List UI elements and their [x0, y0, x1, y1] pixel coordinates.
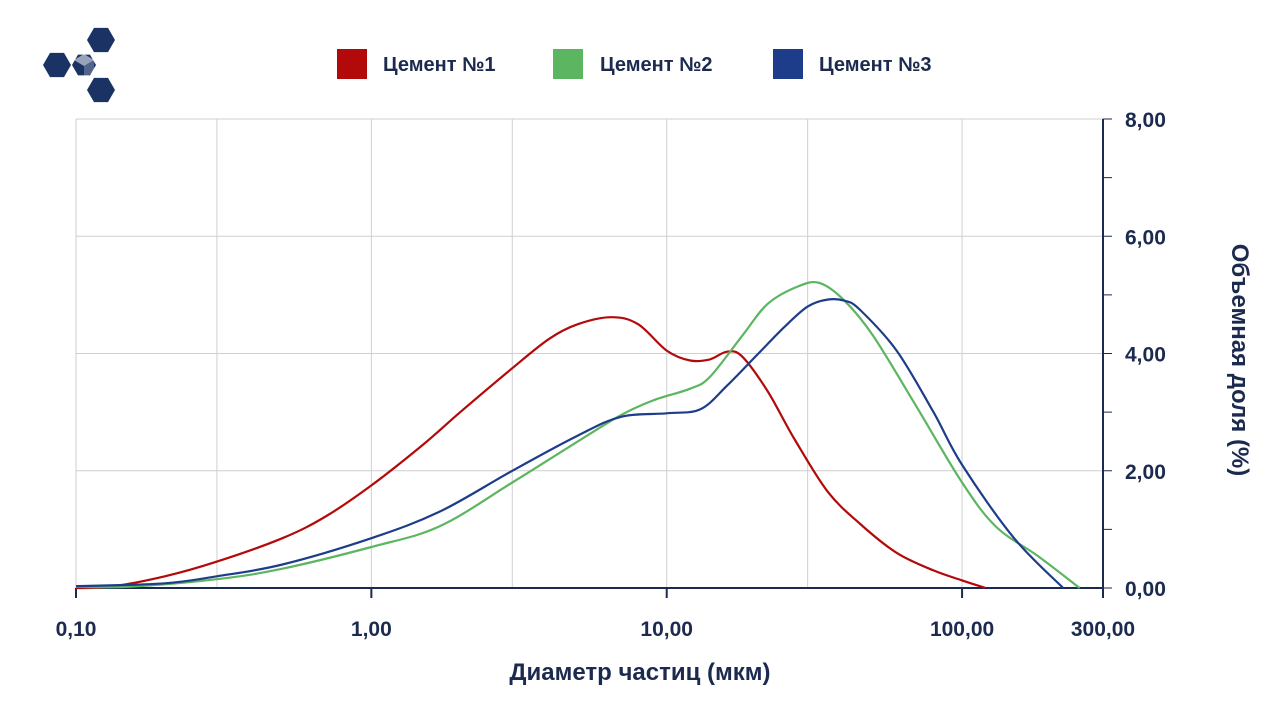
- legend-label-2: Цемент №2: [600, 54, 712, 76]
- logo-hexagon: [43, 52, 71, 78]
- logo-cube-top: [74, 54, 94, 66]
- y-tick-label: 8,00: [1125, 109, 1166, 132]
- legend-swatch-1: [337, 49, 367, 79]
- grid: [75, 118, 1104, 589]
- x-tick-label: 0,10: [56, 618, 97, 641]
- x-tick-label: 10,00: [640, 618, 693, 641]
- legend-swatch-3: [773, 49, 803, 79]
- series-line-1: [75, 316, 986, 590]
- legend-label-1: Цемент №1: [383, 54, 495, 76]
- logo-hexagon: [87, 27, 115, 53]
- logo-hexagon: [87, 77, 115, 103]
- y-axis-title: Объемная доля (%): [1226, 244, 1253, 477]
- logo-cube-side: [84, 60, 94, 78]
- x-tick-label: 1,00: [351, 618, 392, 641]
- tick-labels: 0,10 1,00 10,00 100,00 300,00 0,00 2,00 4,00 6,0…: [56, 109, 1166, 641]
- series-lines: [75, 280, 1081, 590]
- y-tick-label: 6,00: [1125, 226, 1166, 249]
- legend: Цемент №1 Цемент №2 Цемент №3: [337, 49, 931, 79]
- series-line-3: [75, 297, 1064, 589]
- x-tick-label: 300,00: [1071, 618, 1135, 641]
- legend-swatch-2: [553, 49, 583, 79]
- hexagon-cluster-icon: [43, 27, 115, 103]
- y-tick-label: 4,00: [1125, 344, 1166, 367]
- x-axis-title: Диаметр частиц (мкм): [509, 659, 770, 686]
- series-line-2: [75, 280, 1081, 589]
- x-tick-label: 100,00: [930, 618, 994, 641]
- axes: [75, 118, 1112, 598]
- legend-label-3: Цемент №3: [819, 54, 931, 76]
- y-tick-label: 0,00: [1125, 578, 1166, 601]
- y-tick-label: 2,00: [1125, 461, 1166, 484]
